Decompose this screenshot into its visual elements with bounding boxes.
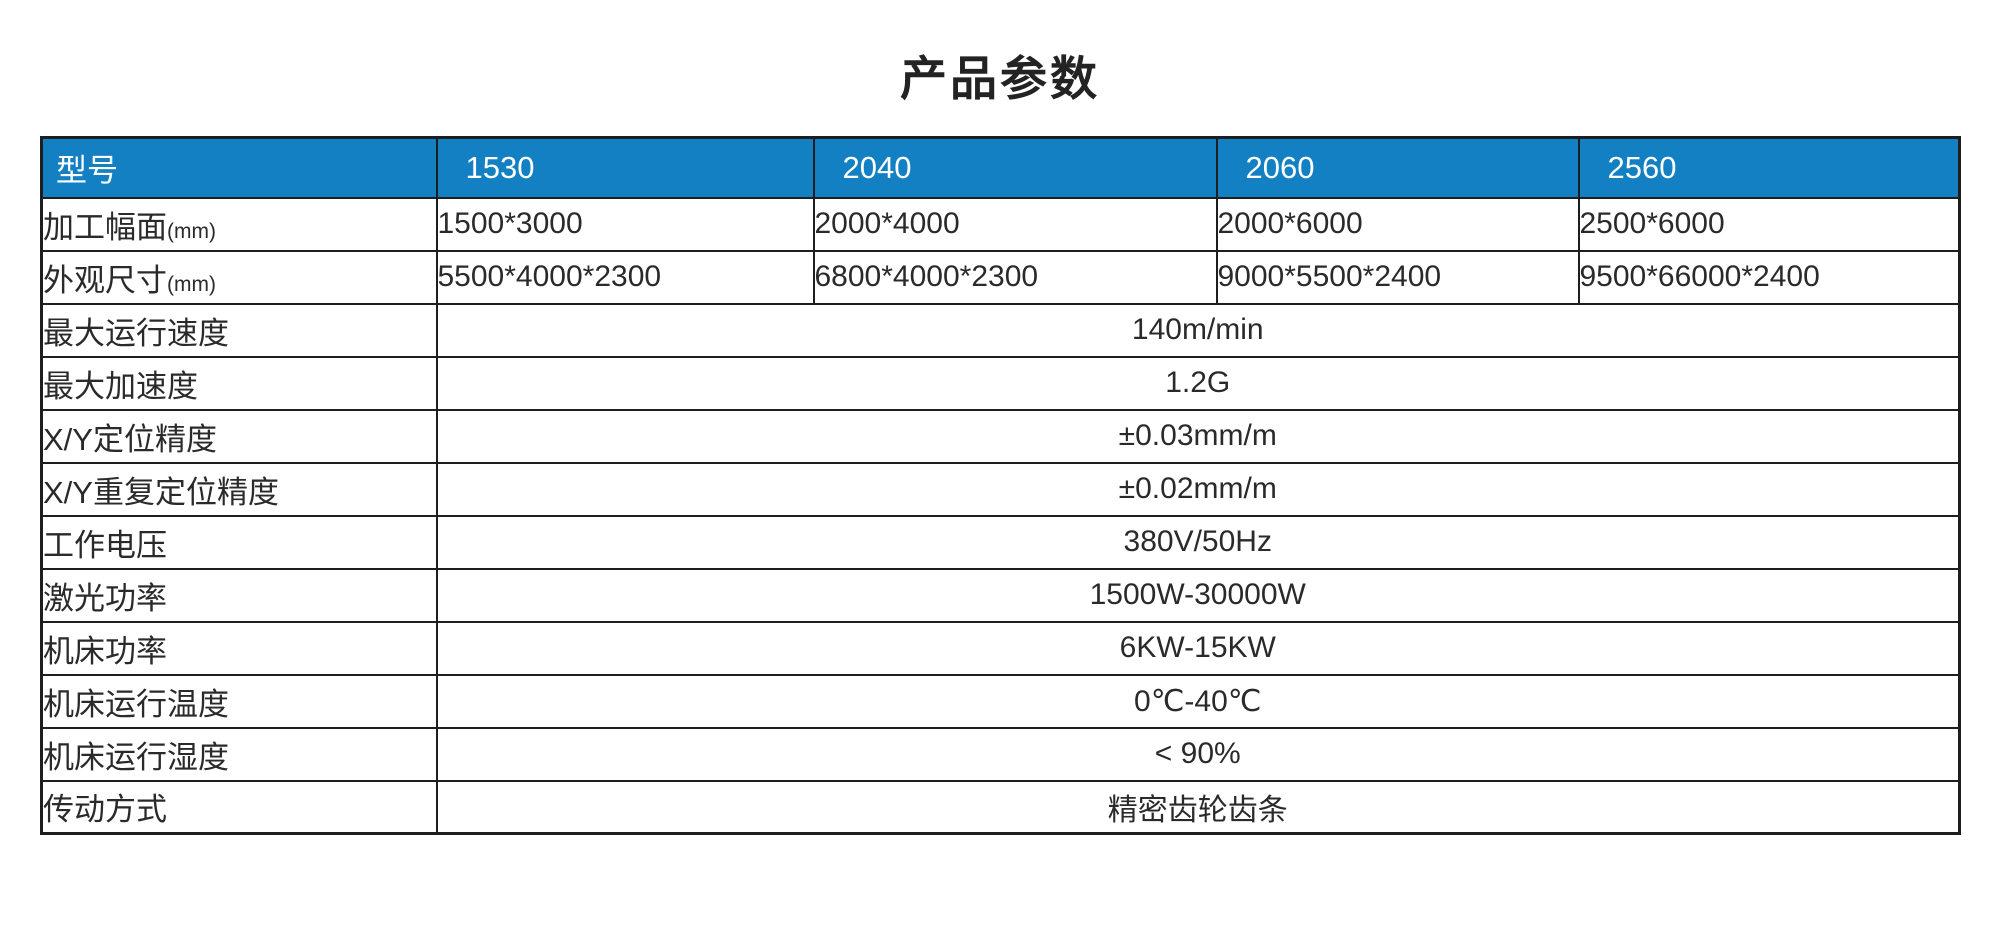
row-label: 外观尺寸(mm) [40, 249, 438, 305]
cell-value-span: 精密齿轮齿条 [435, 779, 1961, 835]
row-label: X/Y定位精度 [40, 408, 438, 464]
table-row-machine-power: 机床功率 6KW-15KW [40, 620, 1961, 676]
header-model-2040: 2040 [812, 136, 1218, 199]
header-model-1530: 1530 [435, 136, 815, 199]
row-label: 机床运行温度 [40, 673, 438, 729]
header-model-2060: 2060 [1215, 136, 1580, 199]
cell-value-span: 380V/50Hz [435, 514, 1961, 570]
table-row-outer-dimensions: 外观尺寸(mm) 5500*4000*2300 6800*4000*2300 9… [40, 249, 1961, 305]
cell-value: 2500*6000 [1577, 196, 1961, 252]
cell-value: 5500*4000*2300 [435, 249, 815, 305]
cell-value-span: 0℃-40℃ [435, 673, 1961, 729]
table-row-max-acceleration: 最大加速度 1.2G [40, 355, 1961, 411]
row-label: 传动方式 [40, 779, 438, 835]
cell-value: 6800*4000*2300 [812, 249, 1218, 305]
cell-value: 1500*3000 [435, 196, 815, 252]
product-parameters-table: 型号 1530 2040 2060 2560 加工幅面(mm) 1500*300… [40, 136, 1961, 835]
cell-value-span: 1.2G [435, 355, 1961, 411]
table-row-laser-power: 激光功率 1500W-30000W [40, 567, 1961, 623]
cell-value-span: 140m/min [435, 302, 1961, 358]
cell-value-span: 6KW-15KW [435, 620, 1961, 676]
table-row-operating-humidity: 机床运行湿度 < 90% [40, 726, 1961, 782]
table-row-operating-temperature: 机床运行温度 0℃-40℃ [40, 673, 1961, 729]
row-label: 机床运行湿度 [40, 726, 438, 782]
row-label: X/Y重复定位精度 [40, 461, 438, 517]
row-label: 工作电压 [40, 514, 438, 570]
row-label: 激光功率 [40, 567, 438, 623]
table-row-max-speed: 最大运行速度 140m/min [40, 302, 1961, 358]
row-label: 机床功率 [40, 620, 438, 676]
cell-value-span: ±0.02mm/m [435, 461, 1961, 517]
row-label-text: 加工幅面 [43, 209, 168, 245]
header-model-2560: 2560 [1577, 136, 1961, 199]
cell-value-span: 1500W-30000W [435, 567, 1961, 623]
table-row-positioning-accuracy: X/Y定位精度 ±0.03mm/m [40, 408, 1961, 464]
row-label-unit: (mm) [167, 219, 216, 243]
cell-value-span: ±0.03mm/m [435, 408, 1961, 464]
table-header-row: 型号 1530 2040 2060 2560 [40, 136, 1961, 199]
row-label: 最大运行速度 [40, 302, 438, 358]
cell-value-span: < 90% [435, 726, 1961, 782]
table-row-working-area: 加工幅面(mm) 1500*3000 2000*4000 2000*6000 2… [40, 196, 1961, 252]
table-row-repeat-positioning-accuracy: X/Y重复定位精度 ±0.02mm/m [40, 461, 1961, 517]
page-title: 产品参数 [900, 52, 1100, 105]
cell-value: 9500*66000*2400 [1577, 249, 1961, 305]
row-label: 加工幅面(mm) [40, 196, 438, 252]
cell-value: 9000*5500*2400 [1215, 249, 1580, 305]
cell-value: 2000*4000 [812, 196, 1218, 252]
cell-value: 2000*6000 [1215, 196, 1580, 252]
row-label: 最大加速度 [40, 355, 438, 411]
row-label-unit: (mm) [167, 272, 216, 296]
header-model-label: 型号 [40, 136, 438, 199]
table-row-working-voltage: 工作电压 380V/50Hz [40, 514, 1961, 570]
table-row-transmission-mode: 传动方式 精密齿轮齿条 [40, 779, 1961, 835]
row-label-text: 外观尺寸 [43, 262, 168, 298]
